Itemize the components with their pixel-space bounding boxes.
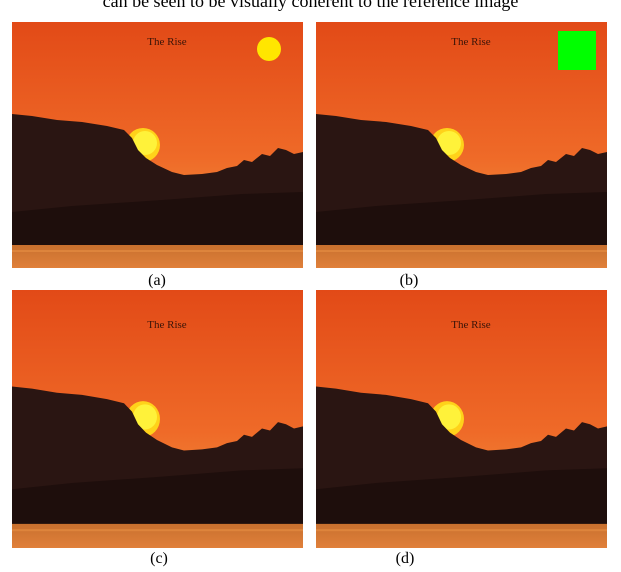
caption: (a) bbox=[117, 272, 197, 290]
body-text: can be seen to be visually coherent to t… bbox=[0, 0, 621, 12]
object-square bbox=[558, 31, 596, 70]
image-a: The Rise bbox=[12, 22, 303, 268]
image-text: The Rise bbox=[147, 319, 187, 331]
image-d: The Rise bbox=[316, 290, 607, 548]
object-circle bbox=[257, 37, 281, 61]
caption: (d) bbox=[365, 550, 445, 568]
image-text: The Rise bbox=[451, 36, 491, 48]
image-text: The Rise bbox=[147, 36, 187, 48]
caption: (c) bbox=[119, 550, 199, 568]
caption: (b) bbox=[369, 272, 449, 290]
figure: can be seen to be visually coherent to t… bbox=[0, 0, 621, 572]
image-b: The Rise bbox=[316, 22, 607, 268]
image-text: The Rise bbox=[451, 319, 491, 331]
image-c: The Rise bbox=[12, 290, 303, 548]
